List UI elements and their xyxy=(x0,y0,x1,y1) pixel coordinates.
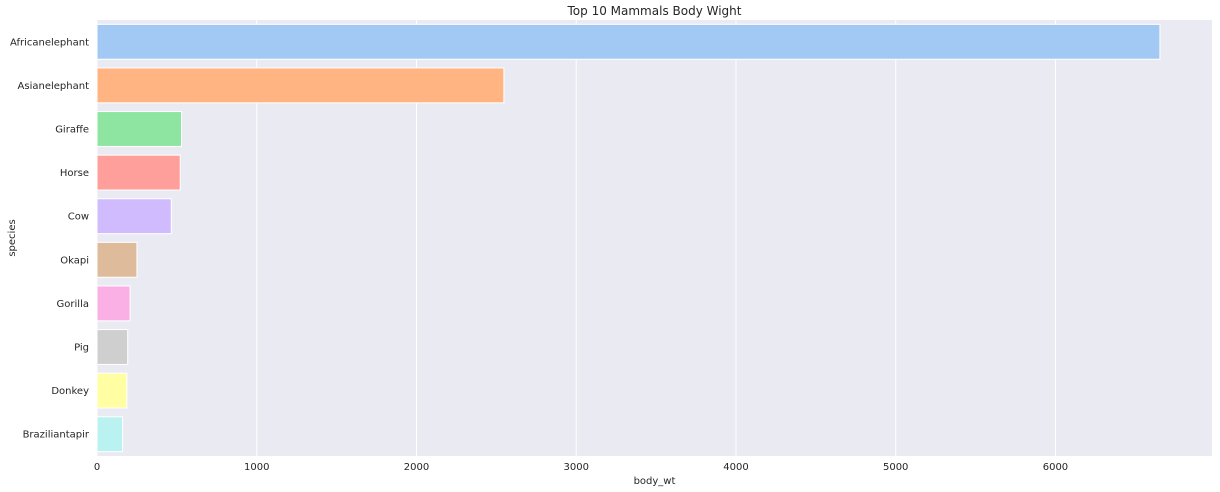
y-tick-label: Pig xyxy=(74,343,89,354)
bar-braziliantapir xyxy=(96,416,124,453)
y-tick-label: Donkey xyxy=(51,386,89,397)
x-tick-label: 3000 xyxy=(563,462,588,473)
bar-donkey xyxy=(96,372,128,409)
bar-horse xyxy=(96,154,181,191)
x-tick-label: 5000 xyxy=(883,462,908,473)
x-tick-label: 6000 xyxy=(1043,462,1068,473)
bar-asianelephant xyxy=(96,67,505,104)
chart-title: Top 10 Mammals Body Wight xyxy=(567,4,742,18)
bar-giraffe xyxy=(96,111,183,147)
x-axis-title: body_wt xyxy=(634,476,676,487)
x-tick-label: 1000 xyxy=(244,462,269,473)
bar-africanelephant xyxy=(96,23,1161,60)
bar-okapi xyxy=(96,241,138,278)
y-tick-label: Giraffe xyxy=(55,125,89,136)
y-tick-label: Braziliantapir xyxy=(23,430,90,441)
y-tick-label: Africanelephant xyxy=(10,37,89,48)
bar-gorilla xyxy=(96,285,131,322)
bars xyxy=(96,23,1161,453)
y-tick-label: Okapi xyxy=(60,255,89,266)
y-tick-label: Gorilla xyxy=(57,299,89,310)
x-tick-label: 2000 xyxy=(404,462,429,473)
y-tick-label: Cow xyxy=(68,212,89,223)
x-tick-labels: 0 1000 2000 3000 4000 5000 6000 xyxy=(94,462,1068,473)
bar-cow xyxy=(96,198,172,235)
x-tick-label: 4000 xyxy=(723,462,748,473)
y-tick-label: Asianelephant xyxy=(18,81,90,92)
y-axis-title: species xyxy=(7,219,18,256)
y-tick-label: Horse xyxy=(60,168,89,179)
x-tick-label: 0 xyxy=(94,462,100,473)
y-tick-labels: Africanelephant Asianelephant Giraffe Horse… xyxy=(10,37,90,440)
bar-pig xyxy=(96,329,129,365)
